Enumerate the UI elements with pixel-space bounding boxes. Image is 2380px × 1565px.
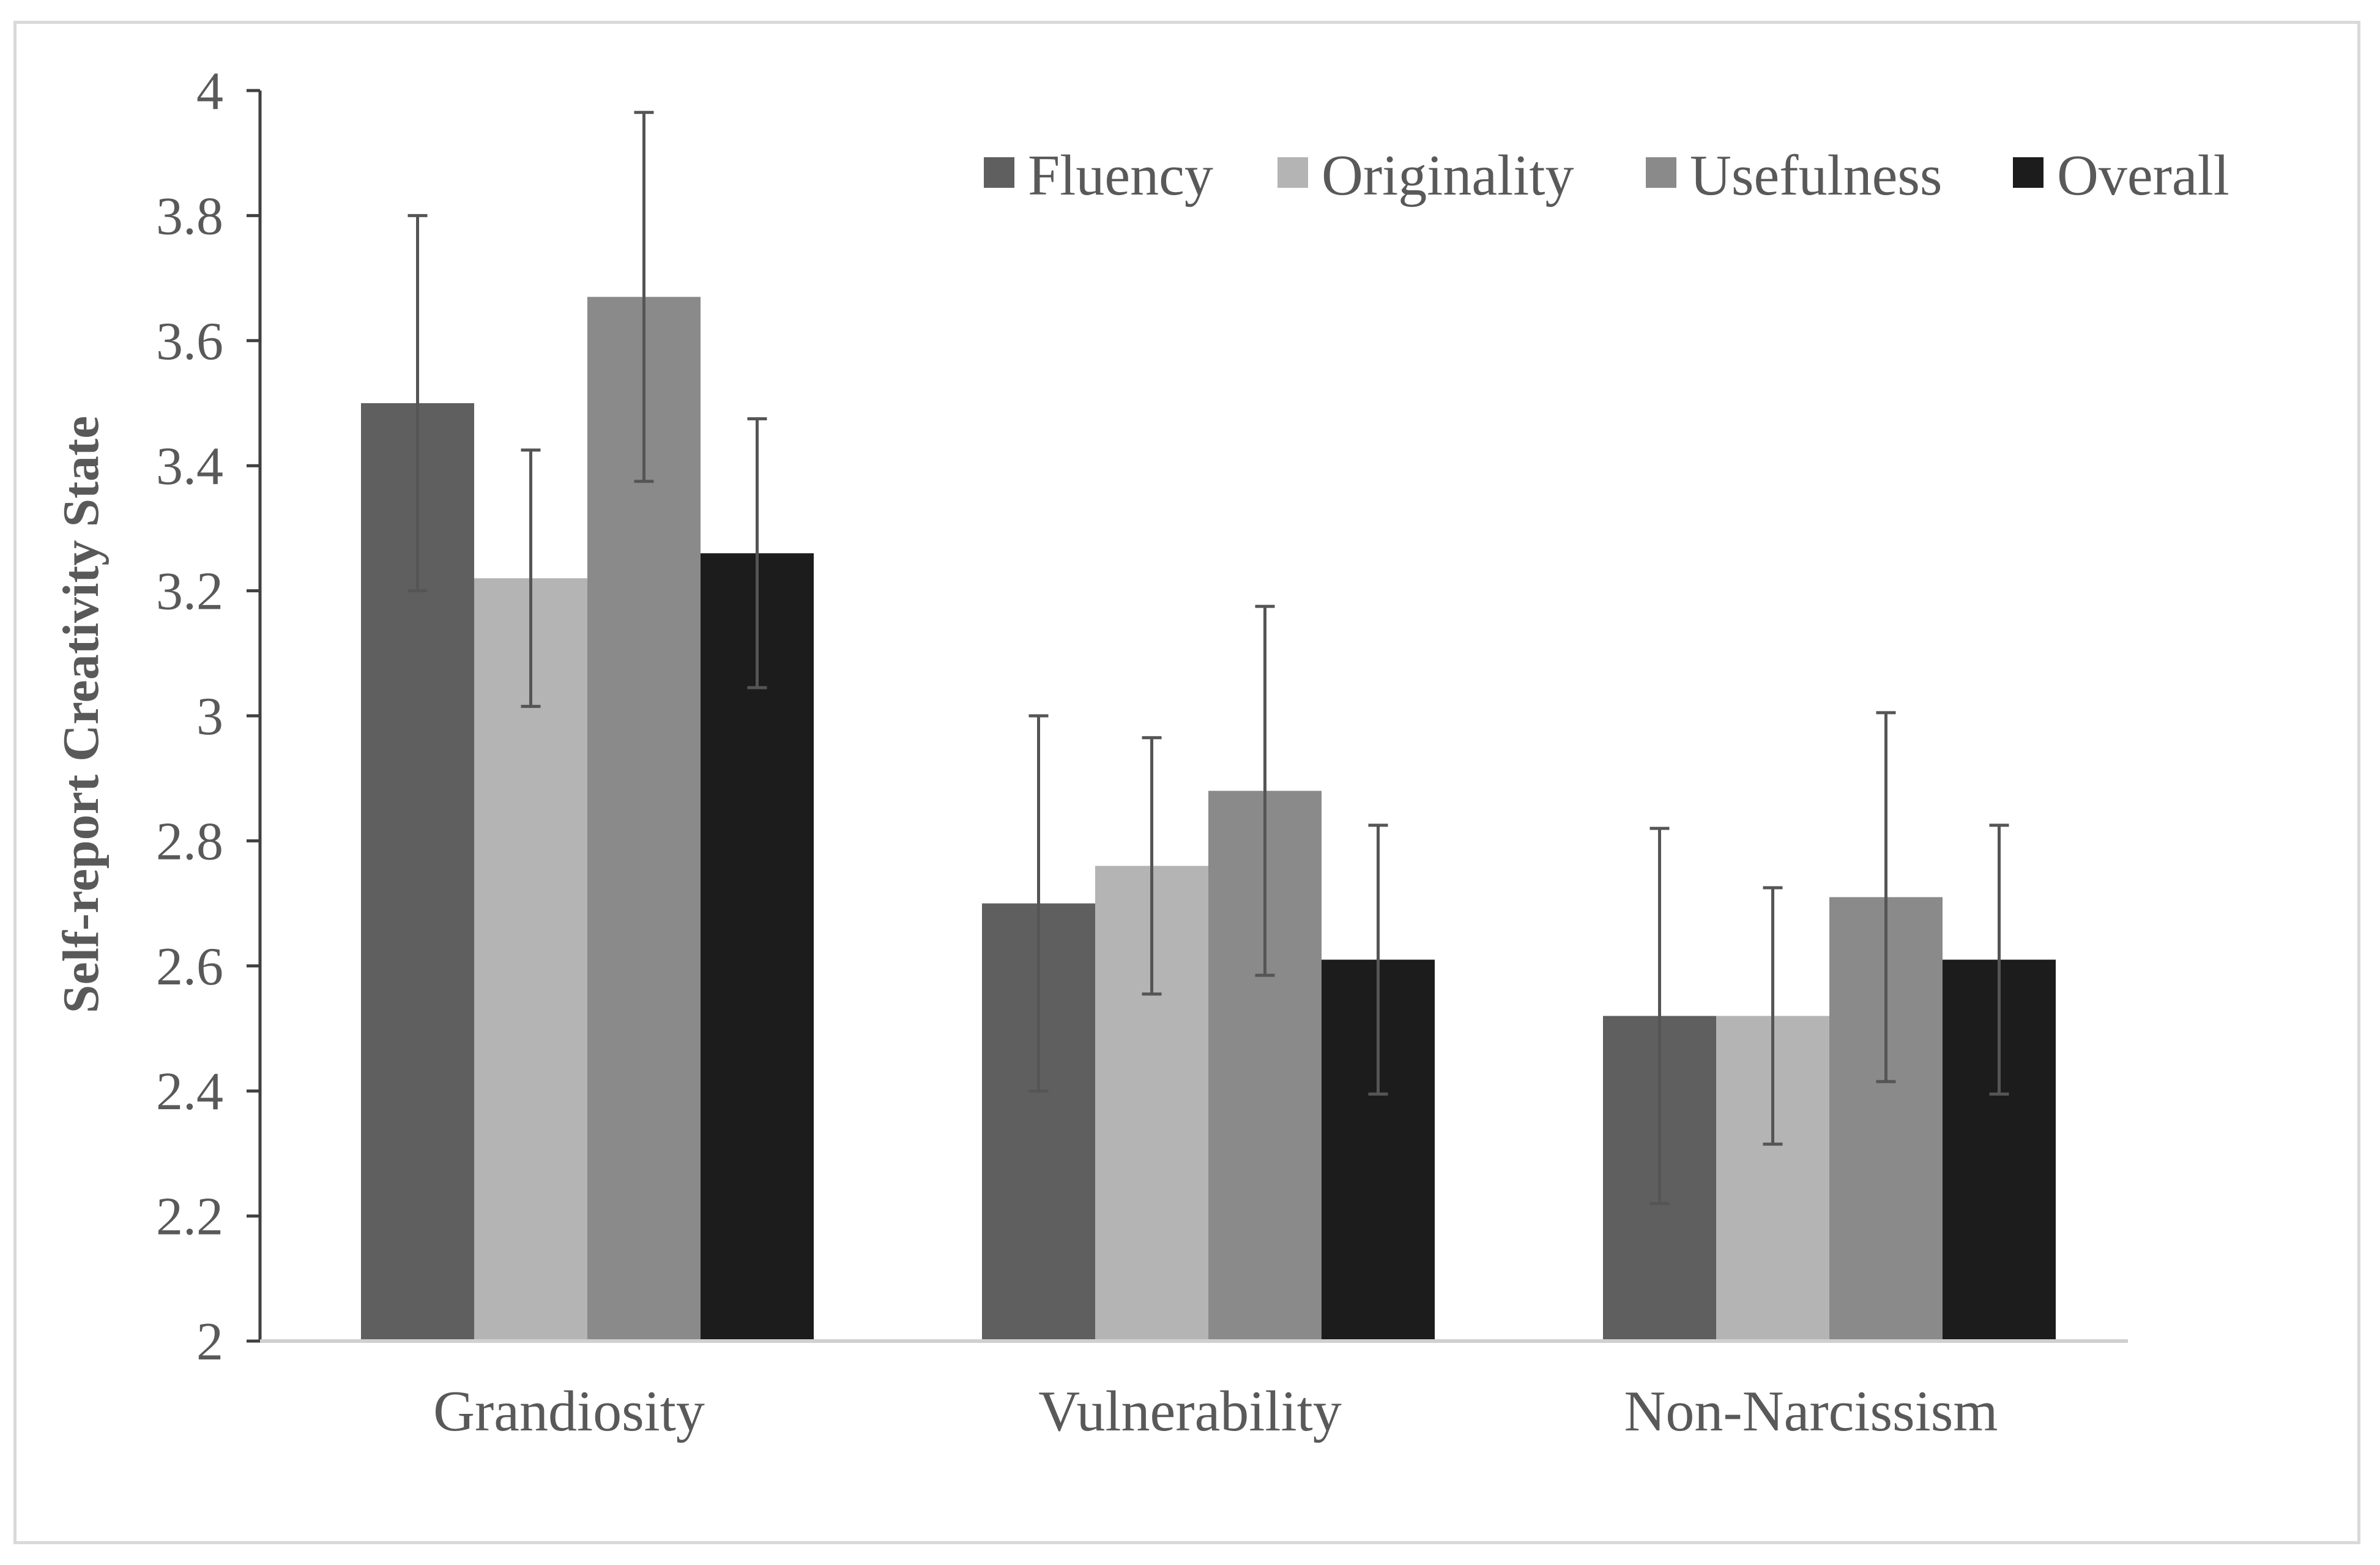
legend-swatch-originality — [1277, 157, 1308, 188]
y-tick-label: 3.2 — [156, 562, 223, 622]
legend-swatch-fluency — [984, 157, 1014, 188]
bars-group — [361, 297, 2056, 1342]
legend-swatch-usefulness — [1646, 157, 1676, 188]
error-bars-group — [407, 111, 2009, 1205]
y-tick-label: 3.4 — [156, 437, 223, 496]
legend-swatch-overall — [2013, 157, 2043, 188]
x-category-label: Non-Narcissism — [1624, 1380, 1998, 1443]
y-tick-label: 3.6 — [156, 312, 223, 371]
legend-label-fluency: Fluency — [1028, 144, 1213, 207]
y-tick-label: 4 — [196, 62, 223, 121]
legend-label-usefulness: Usefulness — [1690, 144, 1943, 207]
y-axis-ticks: 2 2.2 2.4 2.6 2.8 3 3.2 3.4 3.6 3.8 4 — [156, 62, 260, 1372]
legend: Fluency Originality Usefulness Overall — [984, 144, 2229, 207]
y-tick-label: 2.4 — [156, 1062, 223, 1121]
y-tick-label: 2 — [196, 1312, 223, 1372]
y-tick-label: 3.8 — [156, 187, 223, 246]
legend-label-originality: Originality — [1322, 144, 1574, 207]
y-axis-title: Self-report Creativity State — [53, 416, 110, 1014]
y-tick-label: 3 — [196, 687, 223, 746]
x-category-label: Grandiosity — [433, 1380, 705, 1443]
y-tick-label: 2.6 — [156, 937, 223, 997]
y-tick-label: 2.2 — [156, 1188, 223, 1247]
x-axis-categories: Grandiosity Vulnerability Non-Narcissism — [433, 1380, 1998, 1443]
x-category-label: Vulnerability — [1038, 1380, 1342, 1443]
legend-label-overall: Overall — [2057, 144, 2229, 207]
y-tick-label: 2.8 — [156, 812, 223, 871]
